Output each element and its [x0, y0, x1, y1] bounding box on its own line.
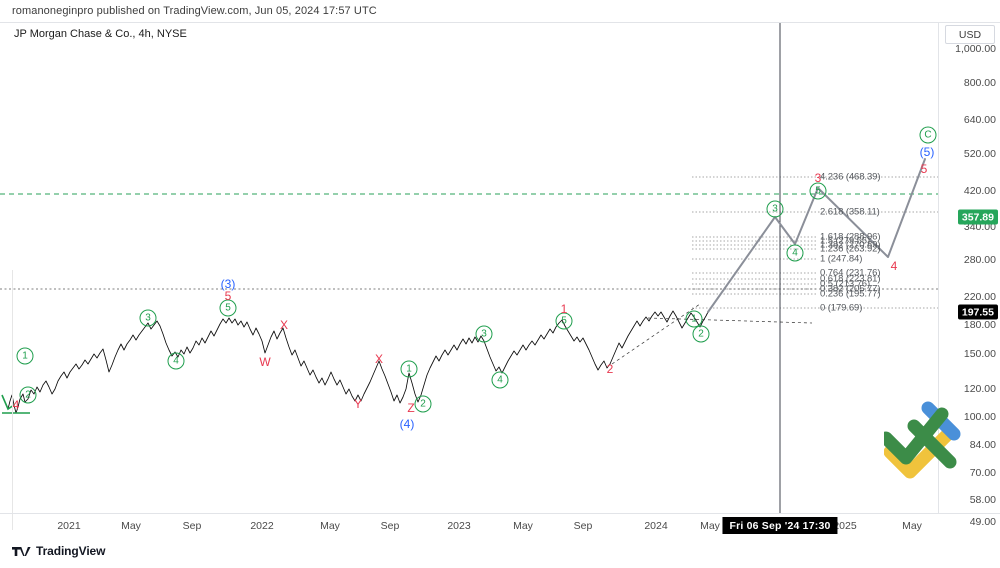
time-tick: May	[320, 520, 340, 532]
fib-level-label: 1.618 (288.96)	[820, 231, 881, 243]
fib-level-label: 0.764 (231.76)	[820, 267, 881, 279]
fib-level-label: 1 (247.84)	[820, 253, 863, 265]
price-tick: 150.00	[963, 348, 996, 360]
publisher-line: romanoneginpro published on TradingView.…	[12, 5, 377, 17]
price-tick: 1,000.00	[955, 43, 996, 55]
fib-level-label: 4.236 (468.39)	[820, 171, 881, 183]
price-axis-divider	[938, 23, 939, 513]
price-tick: 520.00	[963, 148, 996, 160]
fib-level-label: 0 (179.69)	[820, 302, 863, 314]
time-tick: 2022	[250, 520, 274, 532]
time-tick: May	[121, 520, 141, 532]
projection-line	[707, 158, 926, 313]
time-tick: May	[700, 520, 720, 532]
time-tick: May	[513, 520, 533, 532]
price-badge: 197.55	[957, 304, 998, 320]
time-tick: 2021	[57, 520, 81, 532]
fib-level-label: 1.382 (270.89)	[820, 239, 881, 251]
tradingview-footer-logo: TradingView	[12, 544, 105, 558]
time-tick: Sep	[182, 520, 202, 532]
time-tick: May	[902, 520, 922, 532]
price-tick: 84.00	[969, 439, 996, 451]
price-tick: 180.00	[963, 319, 996, 331]
chart-svg	[0, 23, 938, 513]
tradingview-mark-icon	[12, 546, 31, 556]
symbol-title: JP Morgan Chase & Co., 4h, NYSE	[14, 28, 187, 40]
price-tick: 70.00	[969, 467, 996, 479]
price-tick: 58.00	[969, 494, 996, 506]
fib-level-label: 0.618 (223.81)	[820, 273, 881, 285]
time-axis[interactable]: 2021 May Sep 2022 May Sep 2023 May Sep 2024 May 202…	[0, 514, 938, 538]
fib-level-label: 0.382 (205.77)	[820, 283, 881, 295]
grid-lines	[0, 23, 938, 513]
annotation-lines	[611, 303, 813, 365]
time-tick: Sep	[380, 520, 400, 532]
tradingview-wordmark: TradingView	[36, 544, 106, 558]
time-tick: 2024	[644, 520, 668, 532]
fib-level-label: 0.236 (195.77)	[820, 288, 881, 300]
left-axis-edge	[12, 270, 13, 530]
price-tick: 420.00	[963, 185, 996, 197]
price-tick: 640.00	[963, 114, 996, 126]
time-tick: Sep	[573, 520, 593, 532]
fib-level-label: 2.618 (358.11)	[820, 206, 880, 218]
fib-level-label: 1.5 (279.55)	[820, 235, 871, 247]
price-tick: 220.00	[963, 291, 996, 303]
price-tick: 120.00	[963, 383, 996, 395]
time-tick: 2023	[447, 520, 471, 532]
currency-chip[interactable]: USD	[945, 25, 995, 44]
crosshair-time-chip: Fri 06 Sep '24 17:30	[722, 517, 838, 534]
time-tick: 2025	[833, 520, 857, 532]
price-tick: 800.00	[963, 77, 996, 89]
fib-level-label: 1.236 (263.92)	[820, 243, 881, 255]
price-badge: 357.89	[957, 209, 998, 225]
fib-level-label: 0.5 (213.76)	[820, 278, 871, 290]
price-axis[interactable]: USD 1,000.00 800.00 640.00 520.00 420.00 340.…	[940, 23, 1000, 528]
analyst-logo-watermark	[884, 401, 961, 479]
header-divider	[0, 22, 1000, 23]
chart-plot-area[interactable]: 4 1 2 3 4 5 5 (3) X W Y X 1 2 Z (4) 3 4 5 1 2 1 2 3 4 5 3 4 5 (5) C 4.…	[0, 23, 938, 513]
price-tick: 280.00	[963, 254, 996, 266]
price-tick: 100.00	[963, 411, 996, 423]
time-axis-divider	[0, 513, 1000, 514]
price-tick: 49.00	[969, 516, 996, 528]
price-line	[1, 310, 709, 414]
